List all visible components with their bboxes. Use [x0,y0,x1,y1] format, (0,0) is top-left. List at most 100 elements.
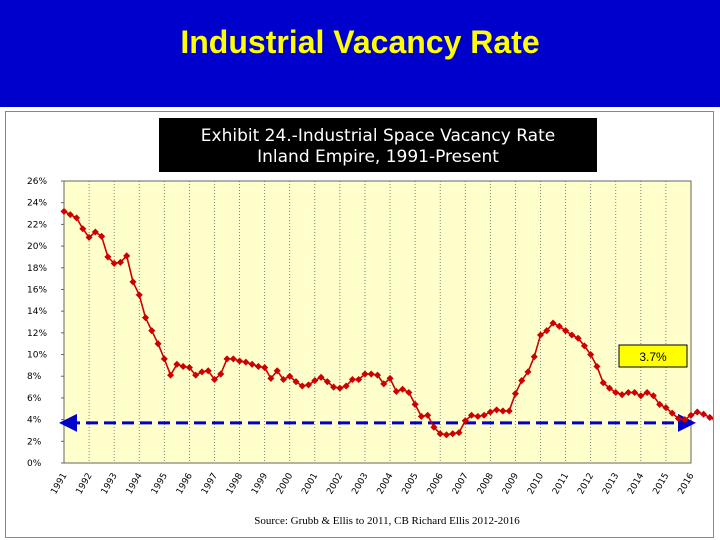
data-point [198,368,206,376]
chart-title-box [159,118,597,172]
data-point [505,407,513,415]
data-point [411,400,419,408]
data-point [236,357,244,365]
data-point [687,411,695,419]
data-point [562,327,570,335]
data-point [79,225,87,233]
data-point [631,388,639,397]
data-point [116,258,124,266]
data-point [436,430,444,438]
data-point [167,371,175,379]
data-point [279,375,287,384]
data-point [173,360,181,368]
data-point [499,407,507,415]
x-tick-label: 2006 [426,471,446,496]
chart-panel: Exhibit 24.-Industrial Space Vacancy Rat… [5,111,714,538]
y-tick-label: 2% [27,437,42,447]
x-tick-label: 2003 [350,472,370,497]
data-point [681,416,689,424]
callout-label: 3.7% [639,350,667,364]
data-point [536,331,545,339]
data-point [643,388,651,397]
data-point [468,411,476,419]
x-tick-label: 2001 [300,472,320,497]
data-point [442,431,451,439]
data-point [348,375,356,384]
data-point [624,388,632,397]
data-point [662,404,670,412]
data-point [217,370,225,378]
x-tick-label: 1994 [125,471,145,496]
data-point [461,417,469,425]
x-tick-label: 1992 [75,472,95,497]
x-tick-label: 2002 [325,472,345,497]
data-point [674,414,682,423]
data-point [330,383,338,391]
data-point [424,411,432,419]
data-point [192,371,200,379]
y-tick-label: 16% [27,285,47,295]
chart-title: Exhibit 24.-Industrial Space Vacancy Rat… [201,126,555,146]
data-point [66,211,74,219]
data-point [229,355,237,363]
data-point [392,387,400,395]
data-point [60,207,68,215]
data-point [98,232,106,240]
x-tick-label: 1993 [100,472,120,497]
data-point [223,355,231,363]
data-point [336,384,344,392]
y-tick-label: 12% [27,329,47,339]
chart-subtitle: Inland Empire, 1991-Present [257,147,499,167]
data-point [248,360,256,368]
slide-title: Industrial Vacancy Rate [180,24,540,60]
vacancy-rate-chart: Exhibit 24.-Industrial Space Vacancy Rat… [27,118,713,527]
data-point [530,353,538,361]
data-point [85,233,93,241]
data-point [574,334,582,342]
data-point [91,228,99,236]
x-tick-label: 1991 [49,472,69,497]
data-point [380,380,388,388]
data-point [455,429,463,437]
data-point [700,410,708,418]
x-tick-label: 1995 [150,472,170,497]
x-tick-label: 1996 [175,471,195,496]
data-point [524,368,532,376]
y-tick-label: 14% [27,307,47,317]
data-point [135,291,143,299]
x-tick-label: 2005 [401,472,421,497]
x-tick-label: 1998 [225,471,245,496]
data-point [286,372,294,380]
y-tick-label: 18% [27,264,47,274]
y-tick-label: 26% [27,177,47,187]
data-point [449,430,457,438]
data-point [555,322,563,330]
data-point [292,378,300,386]
data-point [568,331,576,339]
data-point [386,374,394,382]
data-point [649,392,657,400]
data-point [480,411,488,419]
data-point [361,370,369,378]
data-point [311,377,319,385]
y-tick-label: 0% [27,459,42,469]
data-point [204,367,212,375]
y-tick-label: 6% [27,394,42,404]
x-tick-label: 2014 [626,471,646,496]
data-point [148,327,156,335]
data-point [342,382,350,390]
x-tick-label: 2012 [576,472,596,497]
data-point [242,358,250,366]
x-tick-label: 2007 [451,472,471,497]
x-tick-label: 2000 [275,471,295,496]
source-note: Source: Grubb & Ellis to 2011, CB Richar… [254,515,520,527]
title-banner [0,0,720,107]
data-point [580,342,588,350]
x-tick-label: 2004 [376,471,396,496]
data-point [637,392,645,400]
x-tick-label: 2008 [476,471,496,496]
data-point [267,374,275,382]
data-point [323,378,331,386]
x-tick-label: 2016 [676,471,696,496]
data-point [298,382,306,390]
